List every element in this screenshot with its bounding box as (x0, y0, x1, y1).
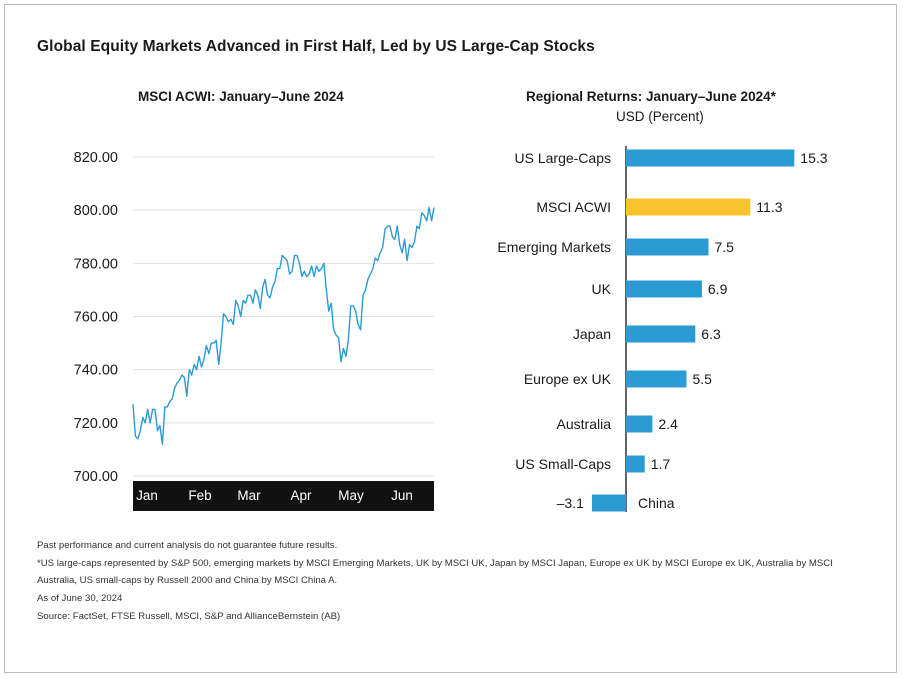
category-label: China (638, 495, 675, 511)
x-tick-label: Jan (136, 488, 158, 503)
x-tick-label: Apr (290, 488, 312, 503)
category-label: Australia (557, 416, 612, 432)
y-tick-label: 700.00 (74, 469, 118, 485)
bar (626, 238, 709, 256)
category-label: MSCI ACWI (536, 199, 611, 215)
bar-chart-units: USD (Percent) (616, 109, 704, 124)
msci-acwi-line (132, 206, 435, 445)
bar-value-label: 1.7 (651, 456, 671, 472)
y-tick-label: 820.00 (74, 150, 118, 166)
bar (626, 370, 687, 388)
main-title: Global Equity Markets Advanced in First … (37, 38, 595, 55)
footnote-source: Source: FactSet, FTSE Russell, MSCI, S&P… (37, 610, 341, 622)
bar-value-label: 15.3 (800, 150, 827, 166)
footnote-date: As of June 30, 2024 (37, 593, 123, 605)
bar (626, 415, 653, 433)
y-tick-label: 800.00 (74, 203, 118, 219)
footnotes: Past performance and current analysis do… (37, 537, 867, 626)
bar (626, 198, 751, 216)
x-tick-label: Jun (391, 488, 413, 503)
bar-chart-title: Regional Returns: January–June 2024* (526, 89, 776, 104)
y-tick-label: 740.00 (74, 363, 118, 379)
x-tick-label: May (338, 488, 364, 503)
category-label: UK (592, 281, 612, 297)
line-chart-title: MSCI ACWI: January–June 2024 (138, 89, 344, 104)
bar (626, 149, 795, 167)
y-tick-label: 780.00 (74, 256, 118, 272)
bar-value-label: 6.3 (701, 326, 721, 342)
category-label: US Large-Caps (515, 150, 612, 166)
category-label: Europe ex UK (524, 371, 612, 387)
x-tick-label: Feb (188, 488, 211, 503)
y-tick-label: 760.00 (74, 310, 118, 326)
bar-value-label: –3.1 (557, 495, 584, 511)
bar-value-label: 2.4 (658, 416, 678, 432)
x-axis-band (133, 481, 434, 511)
footnote-disclaimer: Past performance and current analysis do… (37, 540, 338, 551)
chart-frame (4, 4, 897, 673)
category-label: Japan (573, 326, 611, 342)
footnote-definitions: *US large-caps represented by S&P 500, e… (37, 557, 833, 587)
bar-value-label: 5.5 (693, 371, 713, 387)
bar (591, 494, 626, 512)
bar-value-label: 11.3 (756, 199, 782, 215)
category-label: US Small-Caps (515, 456, 611, 472)
bar (626, 280, 702, 298)
bar-value-label: 7.5 (715, 239, 735, 255)
y-tick-label: 720.00 (74, 416, 118, 432)
category-label: Emerging Markets (497, 239, 611, 255)
x-tick-label: Mar (237, 488, 261, 503)
bar (626, 325, 696, 343)
bar-value-label: 6.9 (708, 281, 728, 297)
bar (626, 455, 645, 473)
